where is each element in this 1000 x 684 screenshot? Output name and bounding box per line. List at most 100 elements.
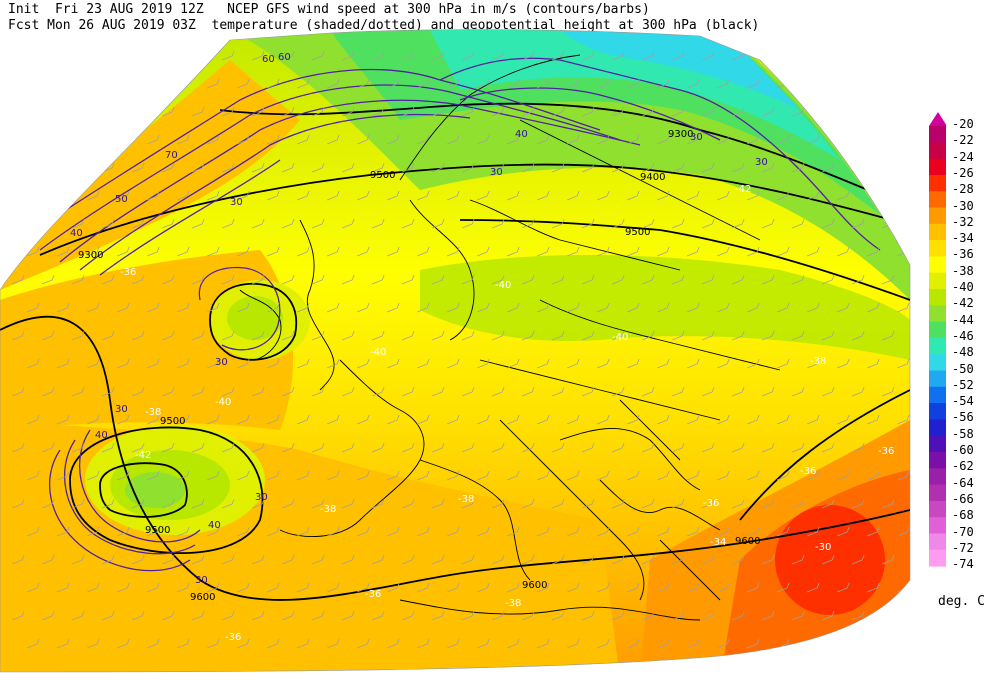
wind-barb <box>131 162 145 173</box>
wind-barb <box>41 106 55 117</box>
wind-barb <box>671 610 685 621</box>
wind-barb <box>776 134 790 145</box>
wind-barb <box>791 274 805 285</box>
wind-barb <box>26 358 40 369</box>
wind-barb <box>851 330 865 341</box>
wind-barb <box>341 442 355 453</box>
wind-barb <box>41 554 55 565</box>
wind-barb <box>311 610 325 621</box>
wind-barb <box>191 330 205 341</box>
wind-barb <box>611 610 625 621</box>
wind-barb <box>71 274 85 285</box>
wind-barb <box>146 638 160 649</box>
wind-barb <box>761 610 775 621</box>
wind-barb <box>896 470 910 481</box>
wind-barb <box>461 162 475 173</box>
wind-barb <box>266 526 280 537</box>
wind-barb <box>836 582 850 593</box>
wind-barb <box>101 162 115 173</box>
wind-barb <box>281 330 295 341</box>
wind-barb <box>521 50 535 61</box>
wind-barb <box>86 358 100 369</box>
wind-barb <box>656 414 670 425</box>
wind-barb <box>476 134 490 145</box>
wind-barb <box>866 78 880 89</box>
wind-barb <box>356 526 370 537</box>
wind-barb <box>446 526 460 537</box>
wind-barb <box>581 274 595 285</box>
temp-label: -38 <box>458 494 474 505</box>
wind-barb <box>896 414 910 425</box>
wind-barb <box>881 610 895 621</box>
wind-barb <box>761 162 775 173</box>
wind-barb <box>641 554 655 565</box>
wind-barb <box>431 50 445 61</box>
wind-barb <box>776 414 790 425</box>
wind-barb <box>731 274 745 285</box>
wind-barb <box>431 162 445 173</box>
wind-barb <box>371 386 385 397</box>
wind-barb <box>296 134 310 145</box>
wind-barb <box>431 554 445 565</box>
wind-barb <box>851 554 865 565</box>
wind-barb <box>326 246 340 257</box>
wind-barb <box>746 638 760 649</box>
temp-label: -34 <box>710 537 726 548</box>
colorbar-tick-label: -50 <box>952 361 974 376</box>
wind-barb <box>686 414 700 425</box>
wind-barb <box>461 274 475 285</box>
colorbar-swatch <box>929 517 946 534</box>
wind-barb <box>281 386 295 397</box>
wind-barb <box>446 582 460 593</box>
wind-barb <box>806 638 820 649</box>
wind-barb <box>416 302 430 313</box>
wind-barb <box>491 386 505 397</box>
wind-barb <box>266 246 280 257</box>
wind-barb <box>146 134 160 145</box>
wind-barb <box>386 414 400 425</box>
wind-barb <box>566 526 580 537</box>
colorbar-tick-label: -58 <box>952 426 974 441</box>
wind-barb <box>101 498 115 509</box>
wind-barb <box>596 246 610 257</box>
wind-barb <box>761 498 775 509</box>
wind-barb <box>176 526 190 537</box>
wind-barb <box>761 106 775 117</box>
wind-barb <box>401 498 415 509</box>
wind-barb <box>821 106 835 117</box>
wind-barb <box>326 526 340 537</box>
wind-barb <box>401 162 415 173</box>
colorbar-swatch <box>929 403 946 420</box>
temp-labels: -36 -38 -40 -40 -40 -42 -38 -36 -38 -36 … <box>120 184 894 643</box>
wind-barb <box>26 582 40 593</box>
wind-barb <box>836 638 850 649</box>
wind-barb <box>176 190 190 201</box>
wind-barb <box>476 190 490 201</box>
wind-barb <box>851 498 865 509</box>
wind-barb <box>656 78 670 89</box>
wind-barb <box>206 582 220 593</box>
wind-barb <box>791 162 805 173</box>
wind-barb <box>131 498 145 509</box>
wind-barb <box>611 330 625 341</box>
wind-barb <box>416 526 430 537</box>
wind-barb <box>746 358 760 369</box>
wind-barb <box>491 330 505 341</box>
wind-barb <box>866 246 880 257</box>
wind-barb <box>206 78 220 89</box>
wind-barb <box>626 246 640 257</box>
wind-barb <box>431 106 445 117</box>
wind-barb <box>716 526 730 537</box>
wind-barb <box>746 582 760 593</box>
wind-barb <box>431 610 445 621</box>
colorbar-swatch <box>929 158 946 176</box>
wind-barb <box>236 526 250 537</box>
wind-barb <box>431 218 445 229</box>
wind-barb <box>806 246 820 257</box>
wind-barb <box>236 582 250 593</box>
wind-barb <box>251 442 265 453</box>
wind-barb <box>716 78 730 89</box>
wind-label: 30 <box>255 492 268 503</box>
wind-label: 40 <box>208 520 221 531</box>
wind-barb <box>86 470 100 481</box>
